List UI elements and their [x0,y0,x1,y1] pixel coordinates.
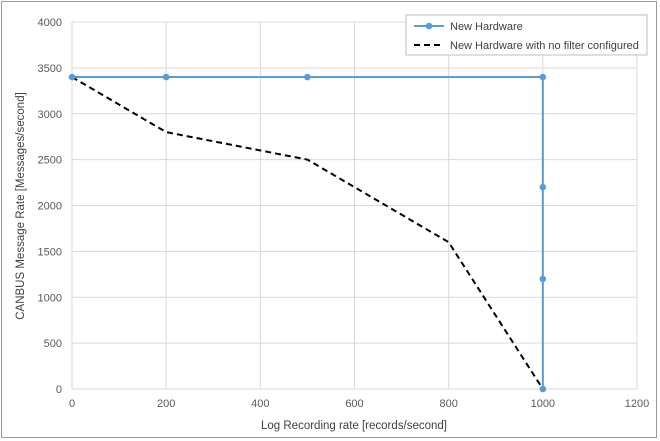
x-tick-label: 200 [157,398,175,410]
legend-label: New Hardware with no filter configured [450,40,639,52]
y-tick-label: 4000 [38,17,62,29]
y-tick-label: 2500 [38,155,62,167]
data-point-marker [68,73,76,81]
x-tick-label: 1000 [531,398,555,410]
y-axis-label: CANBUS Message Rate [Messages/second] [15,92,27,320]
legend: New Hardware New Hardware with no filter … [405,14,648,56]
series-line-new-hardware [72,76,544,389]
legend-label: New Hardware [450,21,523,33]
y-tick-label: 500 [44,338,62,350]
data-point-marker [162,73,170,81]
x-tick-labels: 0 200 400 600 800 1000 1200 [69,398,649,410]
x-tick-label: 600 [345,398,363,410]
legend-box [405,14,648,56]
data-point-marker [539,275,547,283]
data-point-marker [539,73,547,81]
x-tick-label: 0 [69,398,75,410]
legend-marker [425,22,433,30]
y-tick-label: 0 [56,384,62,396]
y-tick-labels: 0 500 1000 1500 2000 2500 3000 3500 4000 [38,17,62,396]
y-tick-label: 1000 [38,292,62,304]
data-point-marker [539,183,547,191]
x-axis-label: Log Recording rate [records/second] [261,420,447,432]
y-tick-label: 2000 [38,201,62,213]
x-tick-label: 400 [251,398,269,410]
x-tick-label: 1200 [625,398,649,410]
y-tick-label: 1500 [38,246,62,258]
data-point-marker [539,385,547,393]
series-layer [68,73,547,393]
y-tick-label: 3000 [38,109,62,121]
data-point-marker [304,73,311,81]
series-line-no-filter [71,76,544,390]
x-tick-label: 800 [439,398,457,410]
y-tick-label: 3500 [38,63,62,75]
